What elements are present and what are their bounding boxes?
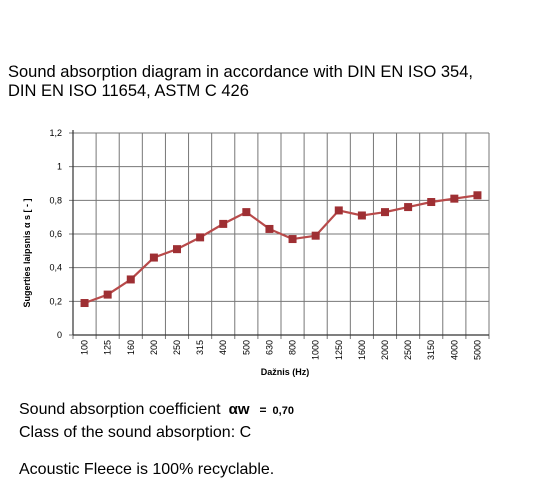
- page-heading: Sound absorption diagram in accordance w…: [8, 63, 473, 101]
- y-tick-label: 1: [57, 162, 62, 172]
- y-tick-label: 0,6: [49, 229, 62, 239]
- x-tick-label: 200: [149, 340, 159, 355]
- x-axis-label: Dažnis (Hz): [261, 367, 310, 377]
- data-point: [288, 235, 297, 244]
- x-tick-label: 1000: [311, 340, 321, 360]
- x-tick-labels: 100 125 160 200 250 315 400 500 630 800 1000 1250 16…: [80, 340, 483, 360]
- grid: [69, 132, 490, 339]
- x-tick-label: 250: [172, 340, 182, 355]
- y-tick-label: 0: [57, 330, 62, 340]
- coefficient-label: Sound absorption coefficient: [19, 401, 221, 418]
- data-point: [173, 245, 181, 254]
- x-tick-label: 800: [288, 340, 298, 355]
- x-tick-label: 1600: [357, 340, 367, 360]
- data-point: [473, 191, 482, 200]
- x-tick-label: 630: [264, 340, 274, 355]
- data-point: [265, 224, 274, 233]
- coefficient-value: 0,70: [272, 405, 294, 417]
- heading-line-2: DIN EN ISO 11654, ASTM C 426: [8, 82, 249, 100]
- coefficient-equals: =: [259, 403, 267, 417]
- x-tick-label: 500: [241, 340, 251, 355]
- data-point: [427, 198, 436, 207]
- data-point: [404, 203, 413, 212]
- coefficient-symbol: αw: [228, 401, 250, 418]
- x-tick-label: 1250: [334, 340, 344, 360]
- x-tick-label: 160: [126, 340, 136, 355]
- x-tick-label: 3150: [426, 340, 436, 360]
- x-tick-label: 2000: [380, 340, 390, 360]
- data-point: [196, 233, 205, 242]
- data-point: [381, 208, 389, 217]
- x-tick-label: 4000: [449, 340, 459, 360]
- x-tick-label: 100: [80, 340, 90, 355]
- series: [80, 191, 482, 308]
- coefficient-line: Sound absorption coefficient αw = 0,70: [19, 401, 294, 419]
- x-tick-label: 400: [218, 340, 228, 355]
- absorption-class: Class of the sound absorption: C: [19, 424, 252, 441]
- data-point: [103, 290, 112, 299]
- x-tick-label: 125: [103, 340, 113, 355]
- data-point: [80, 299, 89, 308]
- y-tick-labels: 0 0,2 0,4 0,6 0,8 1 1,2: [49, 128, 62, 340]
- data-point: [126, 275, 135, 284]
- y-tick-label: 0,8: [49, 195, 62, 205]
- data-point: [357, 211, 366, 220]
- recyclable-note: Acoustic Fleece is 100% recyclable.: [19, 461, 275, 478]
- heading-line-1: Sound absorption diagram in accordance w…: [8, 63, 473, 81]
- data-point: [450, 194, 459, 203]
- data-point: [334, 206, 343, 215]
- y-tick-label: 0,4: [49, 263, 62, 273]
- data-point: [242, 208, 251, 217]
- x-tick-label: 2500: [403, 340, 413, 360]
- x-tick-label: 5000: [472, 340, 482, 360]
- data-point: [149, 253, 158, 262]
- y-axis-label: Sugerties laipsnis α s [ - ]: [22, 198, 32, 307]
- y-tick-label: 0,2: [49, 296, 62, 306]
- data-point: [219, 219, 228, 228]
- y-tick-label: 1,2: [49, 128, 62, 138]
- sound-absorption-chart: 0 0,2 0,4 0,6 0,8 1 1,2 100 125 160 200 250 315 400 5…: [22, 128, 490, 377]
- x-tick-label: 315: [195, 340, 205, 355]
- axes: [72, 130, 489, 336]
- data-point: [311, 231, 320, 240]
